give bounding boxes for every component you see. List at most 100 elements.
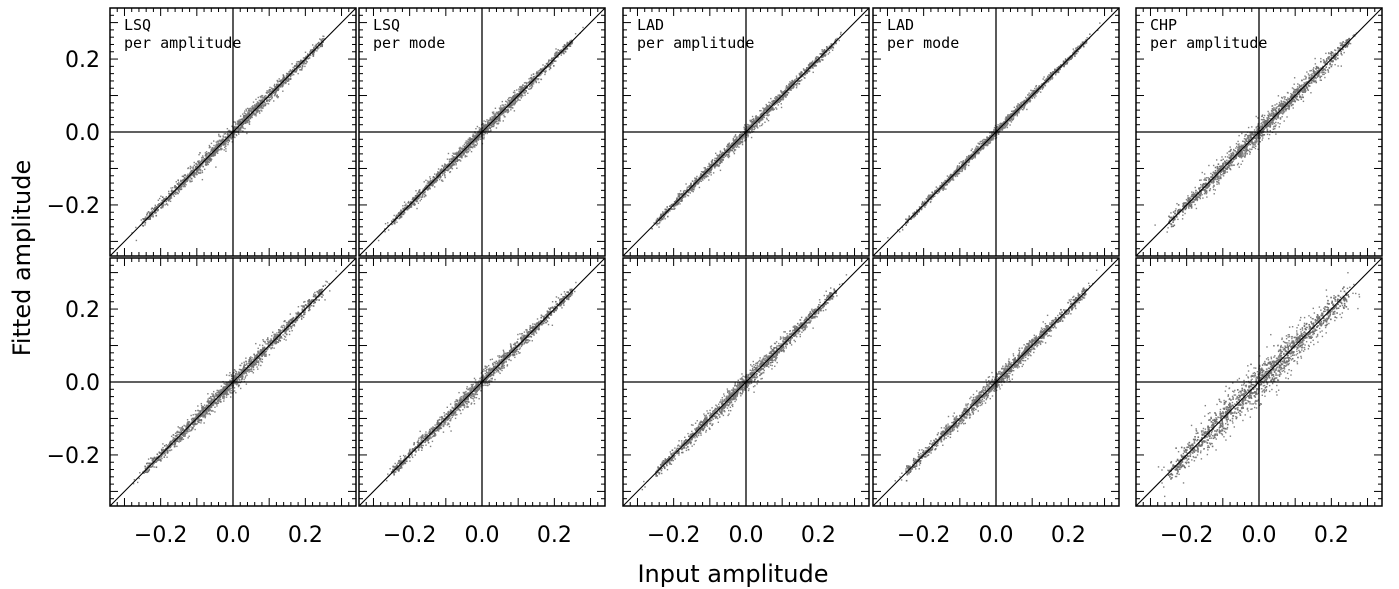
scatter-point [269, 99, 272, 101]
scatter-point [540, 68, 543, 71]
scatter-point [790, 89, 792, 91]
scatter-point [218, 135, 220, 137]
scatter-point [435, 179, 438, 181]
ticks [109, 7, 357, 257]
scatter-point [180, 180, 182, 183]
scatter-point [207, 155, 209, 158]
scatter-point [177, 189, 180, 192]
scatter-point [455, 162, 457, 165]
scatter-point [507, 105, 509, 108]
scatter-point [491, 116, 493, 118]
scatter-point [711, 166, 713, 169]
scatter-point [318, 47, 320, 49]
scatter-point [511, 107, 514, 109]
scatter-point [714, 167, 716, 169]
scatter-point [764, 114, 766, 117]
scatter-point [265, 103, 267, 105]
scatter-point [511, 98, 513, 100]
scatter-point [529, 77, 532, 79]
scatter-point [476, 139, 478, 141]
scatter-point [278, 80, 281, 83]
scatter-point [257, 104, 260, 106]
scatter-point [274, 87, 276, 89]
scatter-point [504, 111, 506, 113]
scatter-point [679, 203, 681, 205]
scatter-point [483, 136, 485, 138]
scatter-point [660, 214, 663, 216]
scatter-point [677, 195, 680, 198]
y-tick-label: 0.2 [65, 48, 100, 73]
scatter-point [531, 78, 534, 81]
scatter-point [746, 128, 748, 130]
scatter-point [192, 170, 194, 173]
scatter-point [444, 174, 446, 176]
scatter-point [455, 160, 457, 163]
scatter-point [321, 43, 324, 46]
scatter-point [282, 78, 285, 81]
scatter-point [247, 111, 249, 113]
scatter-point [261, 104, 263, 107]
scatter-point [804, 73, 807, 76]
scatter-point [275, 90, 278, 92]
scatter-point [273, 91, 276, 93]
scatter-point [767, 119, 770, 122]
scatter-point [751, 129, 753, 132]
scatter-point [763, 114, 765, 117]
scatter-point [227, 135, 229, 137]
scatter-point [150, 214, 153, 217]
scatter-point [448, 168, 450, 171]
scatter-point [564, 44, 567, 47]
scatter-point [218, 142, 220, 145]
scatter-point [205, 151, 208, 153]
scatter-point [507, 109, 509, 112]
scatter-point [499, 105, 502, 107]
scatter-point [166, 204, 169, 206]
scatter-point [752, 122, 755, 124]
scatter-point [235, 134, 238, 136]
scatter-point [198, 162, 201, 165]
scatter-point [297, 72, 299, 75]
scatter-point [459, 146, 461, 149]
scatter-point [186, 180, 189, 183]
scatter-point [723, 147, 726, 150]
scatter-point [484, 132, 487, 135]
scatter-point [825, 54, 827, 56]
scatter-point [233, 127, 236, 130]
scatter-point [250, 114, 253, 116]
scatter-point [718, 164, 721, 166]
scatter-point [677, 201, 680, 204]
scatter-point [275, 95, 278, 97]
scatter-point [786, 90, 788, 93]
scatter-point [520, 97, 522, 99]
scatter-point [499, 120, 501, 122]
scatter-point [474, 144, 476, 146]
scatter-point [780, 106, 783, 109]
scatter-point [783, 91, 785, 94]
scatter-point [665, 210, 668, 212]
scatter-point [397, 213, 400, 215]
scatter-point [488, 125, 490, 127]
scatter-point [175, 189, 178, 191]
scatter-point [448, 158, 451, 160]
scatter-point [460, 147, 462, 150]
scatter-point [729, 144, 731, 147]
scatter-point [503, 109, 505, 112]
scatter-point [799, 72, 802, 74]
scatter-point [221, 138, 224, 141]
scatter-point [181, 175, 184, 178]
scatter-point [726, 143, 729, 146]
scatter-point [319, 38, 321, 40]
scatter-point [255, 98, 257, 101]
scatter-point [719, 169, 722, 172]
scatter-point [153, 211, 156, 213]
scatter-point [770, 107, 773, 110]
scatter-point [268, 89, 271, 91]
scatter-point [767, 105, 769, 107]
scatter-point [301, 59, 303, 62]
scatter-point [659, 219, 662, 222]
scatter-point [666, 206, 669, 208]
scatter-point [529, 88, 532, 90]
scatter-point [384, 228, 386, 230]
scatter-point [756, 126, 758, 128]
scatter-point [753, 119, 755, 122]
